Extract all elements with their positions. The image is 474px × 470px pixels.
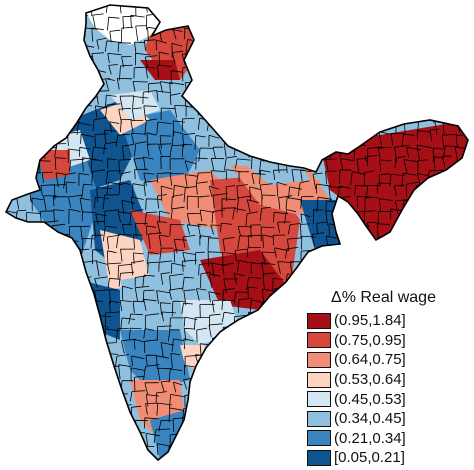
- legend-swatch: [307, 312, 331, 329]
- legend-swatch: [307, 391, 331, 408]
- legend-swatch: [307, 351, 331, 368]
- legend-swatch: [307, 449, 331, 466]
- legend-swatch: [307, 332, 331, 349]
- legend-entry: (0.95,1.84]: [307, 311, 467, 331]
- region-fill: [140, 60, 180, 80]
- legend-label: (0.45,0.53]: [334, 390, 406, 408]
- legend-entry: (0.75,0.95]: [307, 331, 467, 351]
- region-fill: [320, 120, 468, 240]
- region-fill: [80, 280, 120, 340]
- legend-label: (0.75,0.95]: [334, 331, 406, 349]
- legend-label: (0.34,0.45]: [334, 410, 406, 428]
- legend-label: (0.53,0.64]: [334, 371, 406, 389]
- legend-entry: (0.34,0.45]: [307, 409, 467, 429]
- legend-entry: (0.64,0.75]: [307, 350, 467, 370]
- legend-entries: (0.95,1.84] (0.75,0.95] (0.64,0.75] (0.5…: [307, 311, 467, 468]
- legend-title: Δ% Real wage: [331, 289, 436, 306]
- legend-entry: [0.05,0.21]: [307, 448, 467, 468]
- region-fill: [110, 90, 160, 120]
- region-fill: [100, 230, 150, 290]
- legend-label: (0.95,1.84]: [334, 312, 406, 330]
- legend-label: (0.64,0.75]: [334, 351, 406, 369]
- legend-entry: (0.53,0.64]: [307, 370, 467, 390]
- legend-entry: (0.21,0.34]: [307, 429, 467, 449]
- legend-swatch: [307, 371, 331, 388]
- legend-swatch: [307, 430, 331, 447]
- legend-swatch: [307, 410, 331, 427]
- legend-label: [0.05,0.21]: [334, 449, 405, 467]
- legend-label: (0.21,0.34]: [334, 429, 406, 447]
- legend: Δ% Real wage (0.95,1.84] (0.75,0.95] (0.…: [307, 289, 467, 468]
- legend-entry: (0.45,0.53]: [307, 389, 467, 409]
